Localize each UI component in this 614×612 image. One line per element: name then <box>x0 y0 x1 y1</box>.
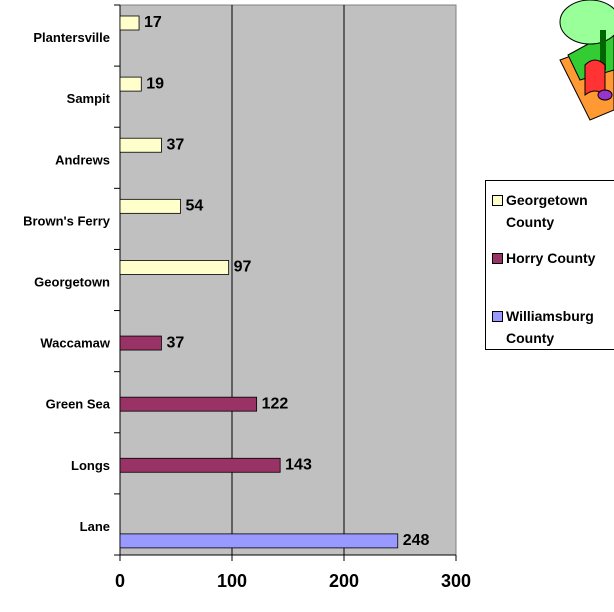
bar <box>119 396 258 412</box>
legend-label: Williamsburg County <box>506 308 594 346</box>
legend-label: Horry County <box>506 250 596 266</box>
data-label: 97 <box>234 259 252 276</box>
y-tick-label: Georgetown <box>34 274 110 289</box>
bar <box>119 335 162 351</box>
y-tick-label: Waccamaw <box>40 336 110 351</box>
data-label: 37 <box>166 136 184 153</box>
data-label: 17 <box>144 14 162 31</box>
bar <box>119 457 281 473</box>
legend-swatch <box>492 311 503 322</box>
legend-item: Williamsburg County <box>492 305 614 349</box>
data-label: 54 <box>185 198 203 215</box>
bar <box>119 15 140 31</box>
data-label: 122 <box>262 395 289 412</box>
legend-item: Georgetown County <box>492 189 614 233</box>
y-tick-label: Sampit <box>67 91 111 106</box>
y-tick-label: Lane <box>80 519 110 534</box>
x-tick-label: 0 <box>115 571 125 591</box>
legend-swatch <box>492 253 503 264</box>
legend-label: Georgetown County <box>506 192 588 230</box>
bar <box>119 533 399 549</box>
data-label: 248 <box>403 532 430 549</box>
legend-swatch <box>492 195 503 206</box>
x-tick-label: 300 <box>441 571 471 591</box>
bar <box>119 76 142 92</box>
bar <box>119 137 162 153</box>
y-tick-label: Longs <box>71 458 110 473</box>
data-label: 143 <box>285 456 312 473</box>
y-tick-label: Brown's Ferry <box>23 213 111 228</box>
y-tick-label: Plantersville <box>33 30 110 45</box>
legend: Georgetown County Horry County Williamsbur… <box>485 180 614 350</box>
clip-art <box>559 0 614 121</box>
legend-item: Horry County <box>492 247 614 269</box>
x-tick-label: 100 <box>217 571 247 591</box>
bar <box>119 260 230 275</box>
y-tick-label: Green Sea <box>46 397 111 412</box>
data-label: 37 <box>166 334 184 351</box>
y-tick-label: Andrews <box>55 152 110 167</box>
bar <box>119 198 181 214</box>
x-tick-label: 200 <box>329 571 359 591</box>
data-label: 19 <box>146 75 164 92</box>
